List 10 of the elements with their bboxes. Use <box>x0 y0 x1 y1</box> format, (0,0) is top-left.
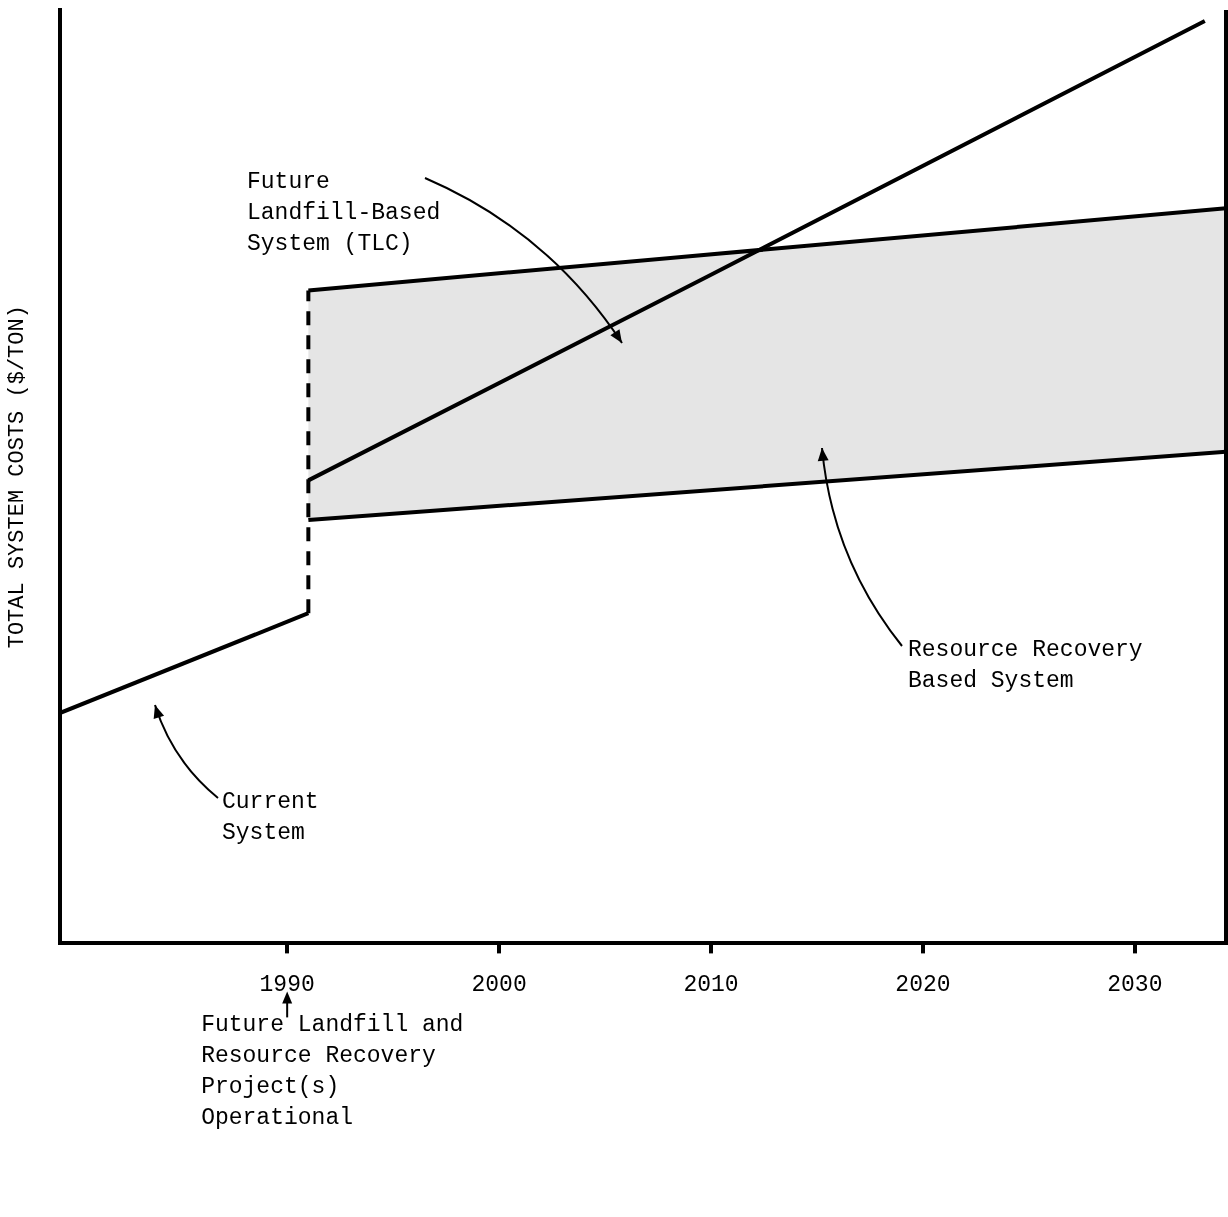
annotation: Resource Recovery Based System <box>908 636 1143 694</box>
x-tick-label: 2030 <box>1107 972 1163 999</box>
annotation: Future Landfill-Based System (TLC) <box>247 168 441 257</box>
text: Future Landfill and Resource Recovery Project(s) Operational <box>201 1011 464 1131</box>
x-tick-label: 1990 <box>259 972 315 999</box>
y-axis-title: TOTAL SYSTEM COSTS ($/TON) <box>5 305 31 649</box>
x-tick-label: 2000 <box>471 972 527 999</box>
x-tick-label: 2020 <box>895 972 951 999</box>
annotation: Current System <box>222 788 319 846</box>
x-tick-label: 2010 <box>683 972 739 999</box>
